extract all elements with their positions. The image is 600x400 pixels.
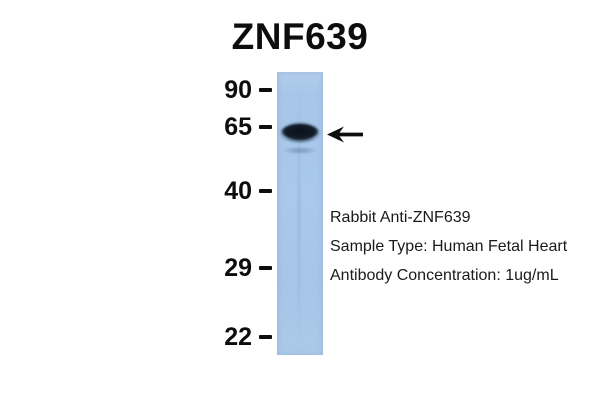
ladder-label: 65 [224,112,252,141]
ladder-label: 40 [224,176,252,205]
ladder-marker-22: 22 [180,322,272,352]
annotation-sample-type: Sample Type: Human Fetal Heart [330,238,568,255]
ladder-tick [259,266,272,270]
ladder-marker-29: 29 [180,253,272,283]
annotation-block: Rabbit Anti-ZNF639 Sample Type: Human Fe… [330,203,590,290]
protein-band-faint [280,146,320,155]
band-pointer-arrow-icon [327,126,363,143]
ladder-marker-65: 65 [180,112,272,142]
protein-band-main-core [282,124,318,139]
ladder-marker-40: 40 [180,176,272,206]
ladder-tick [259,189,272,193]
annotation-antibody: Rabbit Anti-ZNF639 [330,209,471,226]
ladder-label: 90 [224,75,252,104]
ladder-tick [259,88,272,92]
blot-lane [277,72,323,355]
lane-streak [297,72,301,355]
figure-title: ZNF639 [231,16,369,57]
ladder-tick [259,335,272,339]
ladder-label: 29 [224,253,252,282]
ladder-label: 22 [224,322,252,351]
ladder-tick [259,125,272,129]
annotation-concentration: Antibody Concentration: 1ug/mL [330,267,559,284]
ladder-marker-90: 90 [180,75,272,105]
